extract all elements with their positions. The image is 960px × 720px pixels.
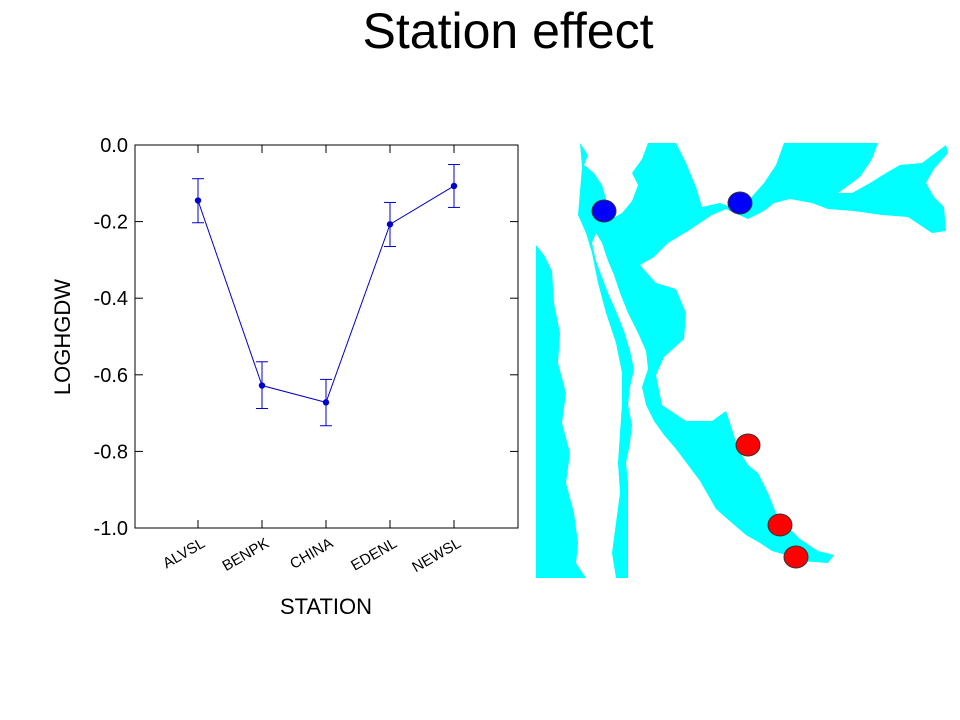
y-tick-label: -0.8 [94,441,128,463]
y-tick-label: -1.0 [94,518,128,540]
water-main-bay [578,143,948,578]
x-tick-label: ALVSL [160,535,208,573]
station-marker-red [735,433,761,457]
station-effect-chart: 0.0 -0.2 -0.4 -0.6 -0.8 -1.0 ALVSL BENPK CHINA E… [50,135,519,619]
data-point [450,182,458,190]
station-marker-red [783,545,809,569]
y-tick-label: -0.2 [94,212,128,234]
x-tick-label: EDENL [348,535,400,575]
station-marker-red [767,513,793,537]
bay-water [536,143,948,578]
data-point [322,399,330,406]
x-axis-ticks: ALVSL BENPK CHINA EDENL NEWSL [160,145,464,576]
data-point [386,221,394,228]
station-marker-blue [591,199,617,223]
data-point [194,197,202,204]
plot-frame [134,144,519,529]
y-axis-ticks: 0.0 -0.2 -0.4 -0.6 -0.8 -1.0 [94,135,518,540]
x-axis-title: STATION [280,594,372,619]
x-tick-label: BENPK [219,535,272,575]
y-axis-title: LOGHGDW [50,279,75,395]
series-line [197,185,455,403]
station-markers [591,191,809,569]
error-bars [192,164,460,427]
x-tick-label: NEWSL [409,535,464,576]
y-tick-label: 0.0 [100,135,128,157]
data-point [258,382,266,389]
y-tick-label: -0.4 [94,288,128,310]
x-tick-label: CHINA [287,535,336,573]
water-ocean-west [536,245,586,578]
slide-title: Station effect [362,3,654,59]
station-marker-blue [727,191,753,215]
bay-map [536,143,948,578]
data-points [194,182,458,406]
y-tick-label: -0.6 [94,365,128,387]
